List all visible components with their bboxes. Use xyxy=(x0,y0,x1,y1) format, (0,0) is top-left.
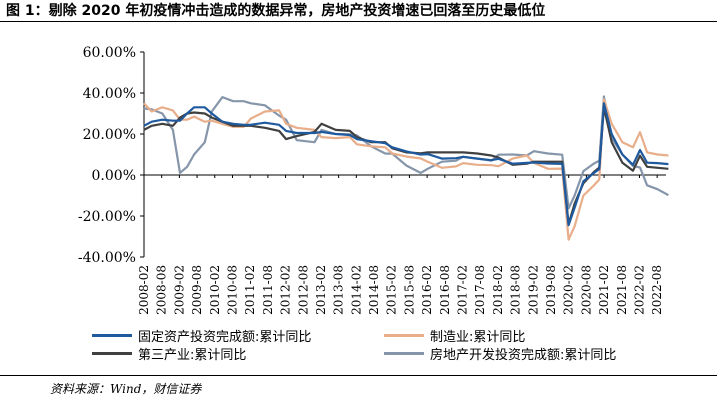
x-tick-label: 2017-02 xyxy=(456,265,470,315)
chart-title: 图 1：剔除 2020 年初疫情冲击造成的数据异常，房地产投资增速已回落至历史最… xyxy=(6,3,546,19)
legend-swatch-fixed-asset xyxy=(92,333,132,337)
x-tick-label: 2011-02 xyxy=(243,265,257,315)
legend-swatch-tertiary xyxy=(92,351,132,355)
x-tick-label: 2011-08 xyxy=(261,265,275,315)
series-line-fixed-asset xyxy=(143,102,669,227)
x-axis-ticks: 2008-02 2008-08 2009-02 2009-08 2010-02 2010-… xyxy=(137,175,664,315)
bottom-rule xyxy=(0,375,717,376)
y-tick-label: 0.00% xyxy=(92,168,136,184)
legend-label-tertiary: 第三产业:累计同比 xyxy=(138,347,247,363)
y-axis-ticks: 60.00% 40.00% 20.00% 0.00% -20.00% -40.00% xyxy=(78,45,145,266)
x-tick-label: 2020-08 xyxy=(579,265,593,315)
y-tick-label: 60.00% xyxy=(83,45,136,61)
series-line-real-estate xyxy=(143,95,669,210)
x-tick-label: 2016-08 xyxy=(438,265,452,315)
x-tick-label: 2017-08 xyxy=(473,265,487,315)
x-tick-label: 2008-08 xyxy=(155,265,169,315)
x-tick-label: 2019-08 xyxy=(544,265,558,315)
x-tick-label: 2008-02 xyxy=(137,265,151,315)
legend-item-tertiary: 第三产业:累计同比 xyxy=(92,345,247,363)
x-tick-label: 2019-02 xyxy=(526,265,540,315)
x-tick-label: 2016-02 xyxy=(420,265,434,315)
legend-label-manufacturing: 制造业:累计同比 xyxy=(430,329,526,345)
x-tick-label: 2010-08 xyxy=(225,265,239,315)
y-tick-label: 20.00% xyxy=(83,127,136,143)
y-tick-label: -20.00% xyxy=(78,209,136,225)
legend-swatch-manufacturing xyxy=(384,333,424,337)
legend-item-fixed-asset: 固定资产投资完成额:累计同比 xyxy=(92,327,312,345)
y-tick-label: 40.00% xyxy=(83,86,136,102)
x-tick-label: 2012-02 xyxy=(279,265,293,315)
source-note: 资料来源：Wind，财信证券 xyxy=(50,382,202,396)
top-rule xyxy=(0,21,717,22)
x-tick-label: 2018-02 xyxy=(491,265,505,315)
legend-item-real-estate: 房地产开发投资完成额:累计同比 xyxy=(384,345,617,363)
x-tick-label: 2022-02 xyxy=(632,265,646,315)
x-tick-label: 2013-08 xyxy=(332,265,346,315)
x-tick-label: 2018-08 xyxy=(509,265,523,315)
x-tick-label: 2021-02 xyxy=(597,265,611,315)
x-tick-label: 2014-08 xyxy=(367,265,381,315)
x-tick-label: 2015-08 xyxy=(402,265,416,315)
x-tick-label: 2014-02 xyxy=(349,265,363,315)
x-tick-label: 2015-02 xyxy=(385,265,399,315)
x-tick-label: 2009-02 xyxy=(172,265,186,315)
legend-label-real-estate: 房地产开发投资完成额:累计同比 xyxy=(430,347,617,363)
legend-swatch-real-estate xyxy=(384,351,424,355)
y-tick-label: -40.00% xyxy=(78,250,136,266)
legend-label-fixed-asset: 固定资产投资完成额:累计同比 xyxy=(138,329,312,345)
series-lines xyxy=(143,95,669,241)
x-tick-label: 2013-02 xyxy=(314,265,328,315)
series-line-manufacturing xyxy=(143,98,669,241)
x-tick-label: 2010-02 xyxy=(208,265,222,315)
legend-item-manufacturing: 制造业:累计同比 xyxy=(384,327,526,345)
x-tick-label: 2012-08 xyxy=(296,265,310,315)
x-tick-label: 2021-08 xyxy=(615,265,629,315)
x-tick-label: 2009-08 xyxy=(190,265,204,315)
x-tick-label: 2022-08 xyxy=(650,265,664,315)
x-tick-label: 2020-02 xyxy=(562,265,576,315)
